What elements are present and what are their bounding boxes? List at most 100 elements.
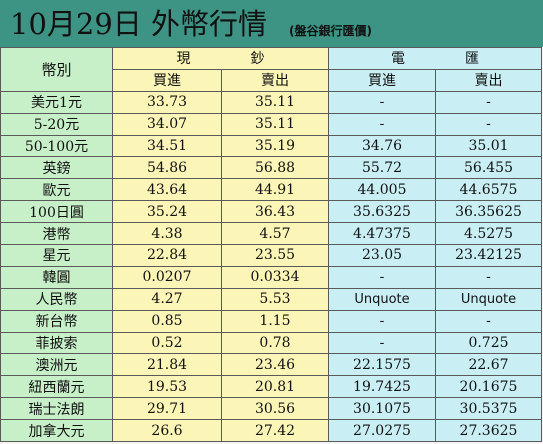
telegraphic-transfer-group-header: 電匯 bbox=[328, 47, 542, 70]
cash-buy-cell: 4.38 bbox=[112, 222, 222, 246]
cash-buy-cell: 54.86 bbox=[112, 156, 222, 180]
tt-sell-cell: 56.455 bbox=[435, 156, 542, 180]
currency-name-cell: 歐元 bbox=[0, 178, 113, 202]
page-subtitle: (盤谷銀行匯價) bbox=[289, 24, 373, 38]
currency-name-cell: 英鎊 bbox=[0, 156, 113, 180]
cash-buy-cell: 19.53 bbox=[112, 375, 222, 399]
cash-sell-cell: 23.46 bbox=[221, 353, 329, 377]
table-row: 菲披索 0.52 0.78-0.725 bbox=[0, 331, 542, 355]
currency-name-cell: 5-20元 bbox=[0, 112, 113, 136]
currency-name-cell: 50-100元 bbox=[0, 134, 113, 158]
tt-sell-cell: - bbox=[435, 265, 542, 289]
tt-buy-cell: 27.0275 bbox=[328, 419, 436, 443]
table-row: 50-100元 34.51 35.19 34.76 35.01 bbox=[0, 134, 542, 158]
cash-buy-cell: 33.73 bbox=[112, 90, 222, 114]
tt-sell-cell: 27.3625 bbox=[435, 419, 542, 443]
tt-buy-cell: 34.76 bbox=[328, 134, 436, 158]
currency-name-cell: 加拿大元 bbox=[0, 419, 113, 443]
table-row: 瑞士法朗 29.71 30.56 30.1075 30.5375 bbox=[0, 397, 542, 421]
currency-name-cell: 人民幣 bbox=[0, 287, 113, 311]
cash-sell-cell: 20.81 bbox=[221, 375, 329, 399]
currency-name-cell: 瑞士法朗 bbox=[0, 397, 113, 421]
table-row: 歐元 43.64 44.91 44.005 44.6575 bbox=[0, 178, 542, 202]
cash-sell-cell: 0.0334 bbox=[221, 265, 329, 289]
currency-name-cell: 菲披索 bbox=[0, 331, 113, 355]
tt-sell-cell: 36.35625 bbox=[435, 200, 542, 224]
table-row: 5-20元 34.07 35.11- - bbox=[0, 112, 542, 136]
tt-sell-cell: 44.6575 bbox=[435, 178, 542, 202]
currency-column-header: 幣別 bbox=[0, 47, 113, 92]
table-row: 人民幣 4.27 5.53 Unquote Unquote bbox=[0, 287, 542, 311]
cash-buy-cell: 0.85 bbox=[112, 309, 222, 333]
cash-sell-cell: 36.43 bbox=[221, 200, 329, 224]
cash-sell-cell: 56.88 bbox=[221, 156, 329, 180]
currency-name-cell: 美元1元 bbox=[0, 90, 113, 114]
tt-sell-cell: - bbox=[435, 309, 542, 333]
currency-name-cell: 新台幣 bbox=[0, 309, 113, 333]
tt-buy-cell: - bbox=[328, 309, 436, 333]
currency-name-cell: 星元 bbox=[0, 244, 113, 267]
cash-sell-cell: 5.53 bbox=[221, 287, 329, 311]
currency-name-cell: 韓圓 bbox=[0, 265, 113, 289]
tt-sell-cell: - bbox=[435, 112, 542, 136]
currency-name-cell: 100日圓 bbox=[0, 200, 113, 224]
tt-sell-header: 賣出 bbox=[435, 68, 542, 92]
tt-buy-cell: 30.1075 bbox=[328, 397, 436, 421]
table-row: 加拿大元 26.6 27.42 27.0275 27.3625 bbox=[0, 419, 542, 443]
cash-sell-cell: 44.91 bbox=[221, 178, 329, 202]
table-row: 港幣 4.38 4.57 4.47375 4.5275 bbox=[0, 222, 542, 246]
cash-sell-cell: 1.15 bbox=[221, 309, 329, 333]
cash-sell-cell: 30.56 bbox=[221, 397, 329, 421]
header-bar: 10月29日 外幣行情 (盤谷銀行匯價) bbox=[0, 0, 543, 47]
tt-sell-cell: 0.725 bbox=[435, 331, 542, 355]
exchange-rate-table: 幣別 現鈔 電匯 買進 賣出 買進 賣出 美元1元 33.73 35.11- -5-2… bbox=[0, 47, 542, 443]
tt-sell-cell: Unquote bbox=[435, 287, 542, 311]
tt-sell-cell: 22.67 bbox=[435, 353, 542, 377]
cash-sell-cell: 35.11 bbox=[221, 90, 329, 114]
tt-sell-cell: - bbox=[435, 90, 542, 114]
currency-name-cell: 港幣 bbox=[0, 222, 113, 246]
cash-buy-cell: 21.84 bbox=[112, 353, 222, 377]
cash-buy-cell: 34.07 bbox=[112, 112, 222, 136]
table-row: 紐西蘭元 19.53 20.81 19.7425 20.1675 bbox=[0, 375, 542, 399]
cash-buy-cell: 29.71 bbox=[112, 397, 222, 421]
tt-sell-cell: 23.42125 bbox=[435, 244, 542, 267]
table-row: 星元 22.84 23.55 23.05 23.42125 bbox=[0, 244, 542, 267]
cash-group-header: 現鈔 bbox=[112, 47, 329, 70]
tt-sell-cell: 4.5275 bbox=[435, 222, 542, 246]
tt-sell-cell: 30.5375 bbox=[435, 397, 542, 421]
tt-buy-cell: 22.1575 bbox=[328, 353, 436, 377]
table-row: 100日圓 35.24 36.43 35.6325 36.35625 bbox=[0, 200, 542, 224]
tt-buy-cell: - bbox=[328, 112, 436, 136]
cash-sell-cell: 35.11 bbox=[221, 112, 329, 136]
tt-buy-header: 買進 bbox=[328, 68, 436, 92]
tt-sell-cell: 20.1675 bbox=[435, 375, 542, 399]
cash-sell-cell: 4.57 bbox=[221, 222, 329, 246]
currency-name-cell: 澳洲元 bbox=[0, 353, 113, 377]
currency-name-cell: 紐西蘭元 bbox=[0, 375, 113, 399]
tt-buy-cell: 55.72 bbox=[328, 156, 436, 180]
cash-buy-cell: 4.27 bbox=[112, 287, 222, 311]
cash-sell-cell: 23.55 bbox=[221, 244, 329, 267]
tt-buy-cell: - bbox=[328, 265, 436, 289]
cash-buy-cell: 22.84 bbox=[112, 244, 222, 267]
cash-buy-cell: 43.64 bbox=[112, 178, 222, 202]
tt-buy-cell: Unquote bbox=[328, 287, 436, 311]
tt-buy-cell: 4.47375 bbox=[328, 222, 436, 246]
tt-buy-cell: 44.005 bbox=[328, 178, 436, 202]
cash-buy-cell: 35.24 bbox=[112, 200, 222, 224]
cash-buy-header: 買進 bbox=[112, 68, 222, 92]
cash-sell-cell: 0.78 bbox=[221, 331, 329, 355]
table-row: 澳洲元 21.84 23.46 22.1575 22.67 bbox=[0, 353, 542, 377]
table-row: 韓圓 0.0207 0.0334- - bbox=[0, 265, 542, 289]
cash-sell-cell: 35.19 bbox=[221, 134, 329, 158]
tt-buy-cell: 19.7425 bbox=[328, 375, 436, 399]
tt-buy-cell: 23.05 bbox=[328, 244, 436, 267]
cash-buy-cell: 26.6 bbox=[112, 419, 222, 443]
cash-buy-cell: 0.0207 bbox=[112, 265, 222, 289]
cash-sell-header: 賣出 bbox=[221, 68, 329, 92]
page-title: 10月29日 外幣行情 bbox=[10, 7, 268, 41]
table-row: 美元1元 33.73 35.11- - bbox=[0, 90, 542, 114]
table-row: 新台幣 0.85 1.15- - bbox=[0, 309, 542, 333]
